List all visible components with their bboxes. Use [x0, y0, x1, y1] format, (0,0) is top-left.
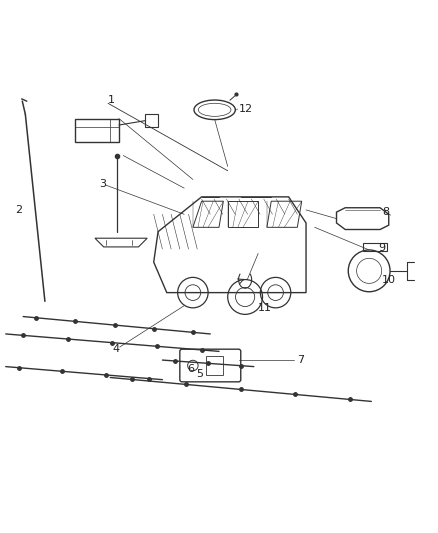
Text: 8: 8 [382, 207, 389, 217]
Text: 11: 11 [258, 303, 272, 313]
Text: 3: 3 [99, 179, 106, 189]
Text: 6: 6 [187, 365, 194, 374]
Text: 10: 10 [382, 274, 396, 285]
Text: 2: 2 [15, 205, 22, 215]
Text: 7: 7 [297, 355, 304, 365]
Text: 12: 12 [239, 104, 253, 114]
Text: 4: 4 [113, 344, 120, 354]
Text: 5: 5 [196, 369, 203, 379]
Text: 9: 9 [378, 243, 385, 253]
Text: 1: 1 [108, 95, 115, 105]
